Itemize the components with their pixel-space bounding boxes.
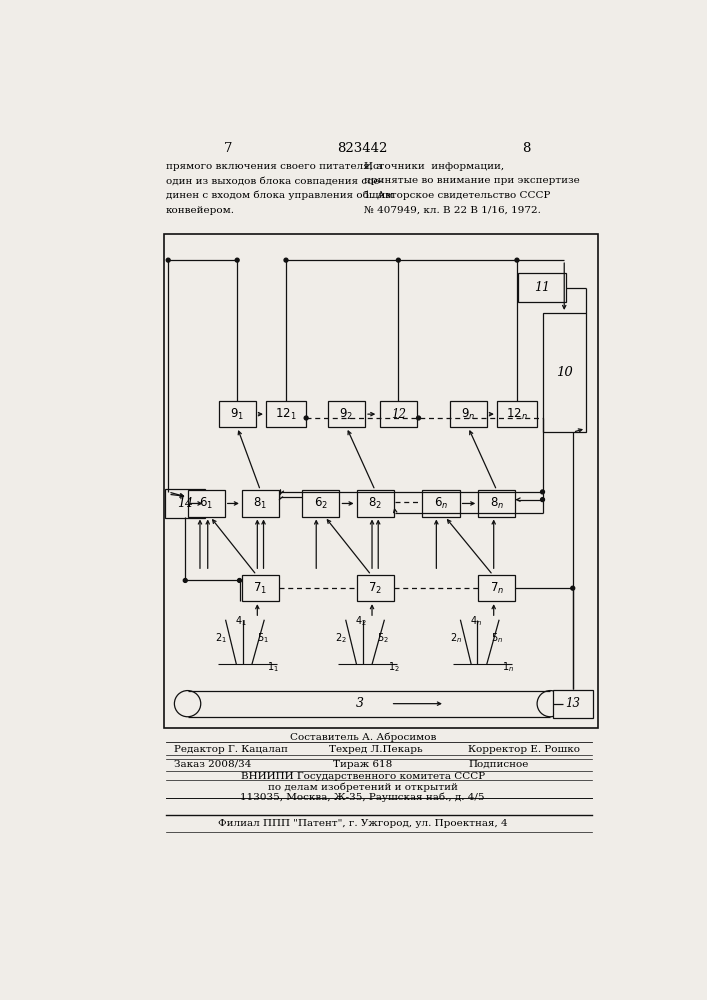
Text: № 407949, кл. В 22 В 1/16, 1972.: № 407949, кл. В 22 В 1/16, 1972. — [363, 206, 540, 215]
Bar — [356, 575, 394, 601]
Circle shape — [235, 258, 239, 262]
Bar — [242, 575, 279, 601]
Bar — [165, 489, 206, 518]
Text: 12: 12 — [391, 408, 406, 421]
Text: $2_2$: $2_2$ — [335, 631, 346, 645]
Text: $8_n$: $8_n$ — [490, 496, 504, 511]
Text: 11: 11 — [534, 281, 550, 294]
Text: $9_1$: $9_1$ — [230, 407, 244, 422]
Text: $9_2$: $9_2$ — [339, 407, 354, 422]
Bar — [450, 401, 486, 427]
Circle shape — [537, 691, 563, 717]
Bar — [542, 313, 586, 432]
Bar — [380, 401, 417, 427]
Circle shape — [416, 416, 421, 420]
Text: Техред Л.Пекарь: Техред Л.Пекарь — [329, 745, 422, 754]
Text: $5_2$: $5_2$ — [377, 631, 389, 645]
Text: ВНИИПИ Государственного комитета СССР: ВНИИПИ Государственного комитета СССР — [240, 772, 485, 781]
Text: $6_n$: $6_n$ — [434, 496, 448, 511]
Circle shape — [515, 258, 519, 262]
Text: $12_n$: $12_n$ — [506, 407, 528, 422]
Bar — [328, 401, 365, 427]
Circle shape — [284, 258, 288, 262]
Text: $4_n$: $4_n$ — [469, 614, 481, 628]
Bar — [553, 690, 593, 718]
Circle shape — [397, 258, 400, 262]
Text: один из выходов блока совпадения сое-: один из выходов блока совпадения сое- — [166, 176, 383, 185]
Circle shape — [183, 579, 187, 582]
Bar — [218, 401, 256, 427]
Text: Корректор Е. Рошко: Корректор Е. Рошко — [468, 745, 580, 754]
Text: 14: 14 — [177, 497, 193, 510]
Bar — [266, 401, 306, 427]
Text: динен с входом блока управления общим: динен с входом блока управления общим — [166, 191, 393, 200]
Text: 823442: 823442 — [337, 142, 388, 155]
Text: $8_2$: $8_2$ — [368, 496, 382, 511]
Circle shape — [541, 490, 544, 494]
Text: $1_1$: $1_1$ — [267, 661, 279, 674]
Bar — [356, 490, 394, 517]
Text: $7_2$: $7_2$ — [368, 581, 382, 596]
Text: $2_1$: $2_1$ — [215, 631, 227, 645]
Text: $12_1$: $12_1$ — [275, 407, 297, 422]
Text: $5_n$: $5_n$ — [491, 631, 503, 645]
Text: $9_n$: $9_n$ — [461, 407, 475, 422]
Text: $5_1$: $5_1$ — [257, 631, 269, 645]
Text: $2_n$: $2_n$ — [450, 631, 462, 645]
Text: $7_n$: $7_n$ — [490, 581, 504, 596]
Text: Подписное: Подписное — [468, 760, 529, 769]
Text: 10: 10 — [556, 366, 573, 379]
Text: Филиал ППП "Патент", г. Ужгород, ул. Проектная, 4: Филиал ППП "Патент", г. Ужгород, ул. Про… — [218, 819, 508, 828]
Bar — [478, 490, 515, 517]
Circle shape — [541, 498, 544, 502]
Text: 13: 13 — [566, 697, 580, 710]
Circle shape — [571, 586, 575, 590]
Circle shape — [166, 258, 170, 262]
Text: 8: 8 — [522, 142, 530, 155]
Text: по делам изобретений и открытий: по делам изобретений и открытий — [268, 782, 457, 792]
Text: Редактор Г. Кацалап: Редактор Г. Кацалап — [174, 745, 288, 754]
Text: $1_2$: $1_2$ — [387, 661, 399, 674]
Text: конвейером.: конвейером. — [166, 206, 235, 215]
Text: принятые во внимание при экспертизе: принятые во внимание при экспертизе — [363, 176, 579, 185]
Bar — [422, 490, 460, 517]
Bar — [242, 490, 279, 517]
Text: Источники  информации,: Источники информации, — [363, 162, 503, 171]
Text: $8_1$: $8_1$ — [253, 496, 267, 511]
Text: $4_2$: $4_2$ — [355, 614, 367, 628]
Text: 7: 7 — [223, 142, 232, 155]
Text: прямого включения своего питателя, а: прямого включения своего питателя, а — [166, 162, 382, 171]
Text: $4_1$: $4_1$ — [235, 614, 247, 628]
Bar — [478, 575, 515, 601]
Text: $1_n$: $1_n$ — [502, 661, 515, 674]
Circle shape — [175, 691, 201, 717]
Text: 113035, Москва, Ж-35, Раушская наб., д. 4/5: 113035, Москва, Ж-35, Раушская наб., д. … — [240, 793, 485, 802]
Text: Составитель А. Абросимов: Составитель А. Абросимов — [290, 733, 436, 742]
Text: Заказ 2008/34: Заказ 2008/34 — [174, 760, 251, 769]
Text: 1. Авторское свидетельство СССР: 1. Авторское свидетельство СССР — [363, 191, 550, 200]
Text: 3: 3 — [356, 697, 363, 710]
Text: $6_1$: $6_1$ — [199, 496, 214, 511]
Circle shape — [238, 579, 241, 582]
Circle shape — [304, 416, 308, 420]
Text: $6_2$: $6_2$ — [314, 496, 328, 511]
Bar — [497, 401, 537, 427]
Bar — [303, 490, 339, 517]
Bar — [163, 234, 597, 728]
Bar — [518, 273, 566, 302]
Bar — [187, 490, 225, 517]
Text: $7_1$: $7_1$ — [253, 581, 267, 596]
Text: Тираж 618: Тираж 618 — [333, 760, 392, 769]
